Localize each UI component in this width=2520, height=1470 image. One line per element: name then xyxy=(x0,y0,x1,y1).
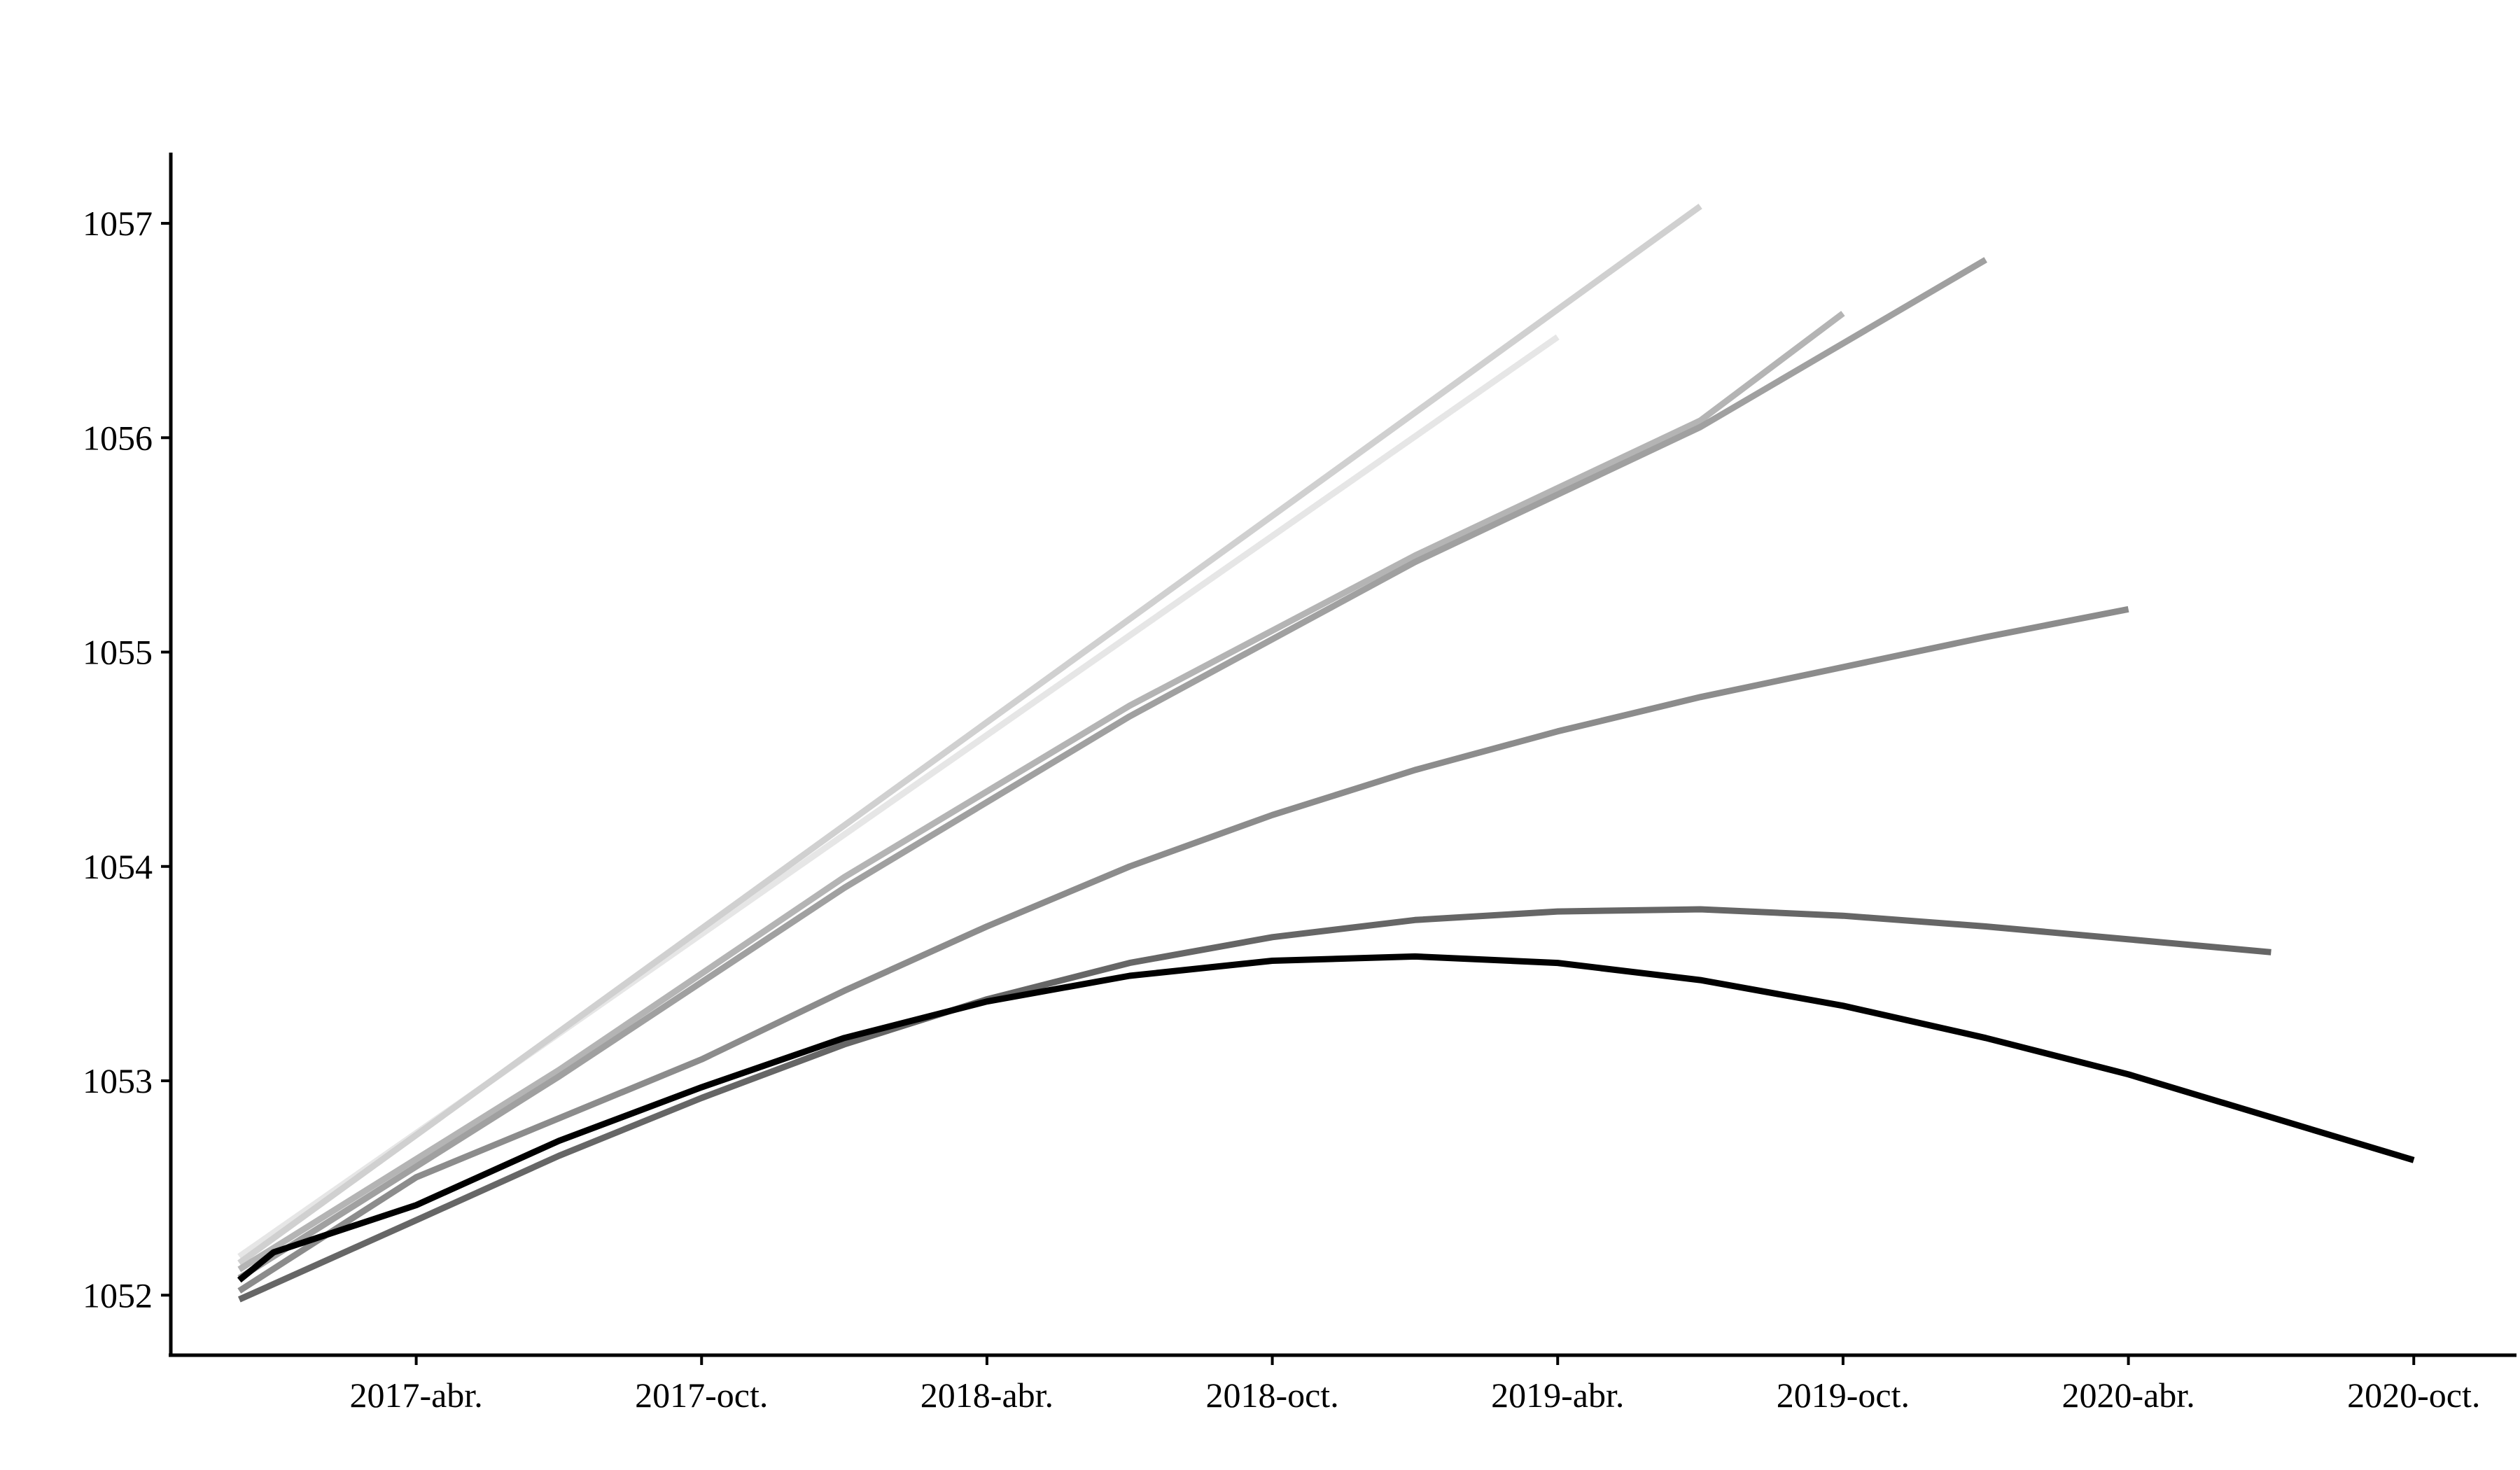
y-tick-label: 1056 xyxy=(83,418,153,457)
x-tick-label: 2017-oct. xyxy=(635,1376,768,1415)
y-axis-ticks: 1052 1053 1054 1055 1056 1057 xyxy=(83,204,171,1315)
x-tick-label: 2017-abr. xyxy=(349,1376,482,1415)
x-tick-label: 2020-abr. xyxy=(2062,1376,2194,1415)
series-line-5 xyxy=(237,606,2129,1294)
x-tick-label: 2019-abr. xyxy=(1491,1376,1624,1415)
series-line-2 xyxy=(237,203,1702,1266)
x-tick-label: 2019-oct. xyxy=(1777,1376,1910,1415)
series-line-3 xyxy=(237,311,1845,1273)
y-tick-label: 1055 xyxy=(83,633,153,672)
x-tick-label: 2018-oct. xyxy=(1205,1376,1338,1415)
y-tick-label: 1057 xyxy=(83,204,153,243)
x-axis-ticks: 2017-abr. 2017-oct. 2018-abr. 2018-oct. 2019… xyxy=(349,1355,2480,1415)
series-layer xyxy=(237,203,2415,1303)
series-line-6 xyxy=(237,906,2272,1303)
x-tick-label: 2018-abr. xyxy=(920,1376,1054,1415)
x-tick-label: 2020-oct. xyxy=(2347,1376,2480,1415)
y-tick-label: 1052 xyxy=(83,1275,153,1315)
series-line-7 xyxy=(237,953,2415,1283)
y-tick-label: 1053 xyxy=(83,1061,153,1100)
series-line-4 xyxy=(237,257,1987,1281)
y-tick-label: 1054 xyxy=(83,847,153,886)
